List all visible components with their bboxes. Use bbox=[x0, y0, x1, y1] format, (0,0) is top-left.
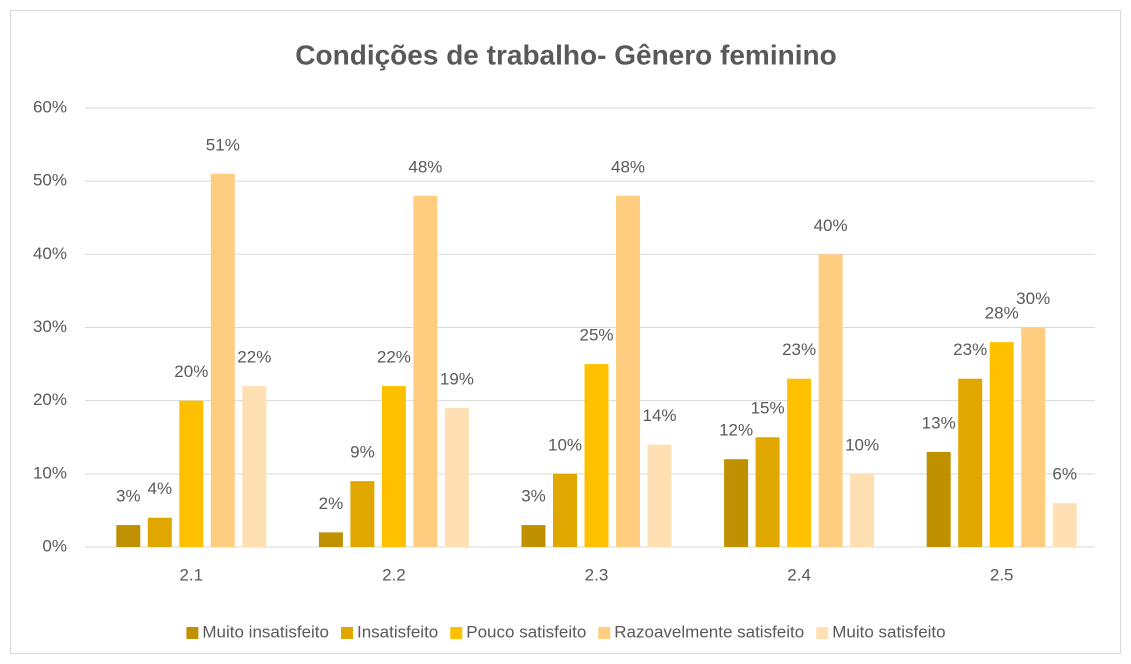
value-label: 23% bbox=[782, 340, 816, 359]
value-label: 4% bbox=[148, 479, 173, 498]
value-label: 13% bbox=[922, 413, 956, 432]
bar bbox=[318, 532, 343, 547]
bar bbox=[724, 459, 749, 547]
value-label: 15% bbox=[751, 399, 785, 418]
bar bbox=[444, 407, 469, 547]
value-label: 51% bbox=[206, 135, 240, 154]
bar bbox=[1021, 327, 1046, 547]
y-tick-label: 10% bbox=[33, 463, 67, 482]
legend-swatch bbox=[816, 627, 829, 639]
value-label: 9% bbox=[350, 443, 375, 462]
bar bbox=[818, 254, 843, 548]
bar bbox=[755, 437, 780, 547]
value-label: 6% bbox=[1052, 465, 1077, 484]
value-label: 48% bbox=[408, 157, 442, 176]
legend-label: Muito satisfeito bbox=[832, 622, 945, 641]
value-label: 3% bbox=[116, 487, 141, 506]
value-label: 28% bbox=[985, 304, 1019, 323]
bar bbox=[1052, 503, 1077, 547]
y-tick-label: 50% bbox=[33, 171, 67, 190]
value-label: 22% bbox=[377, 348, 411, 367]
y-tick-label: 60% bbox=[33, 97, 67, 116]
chart-border bbox=[10, 10, 1121, 654]
bar bbox=[584, 364, 609, 547]
bar bbox=[647, 444, 672, 547]
legend-label: Razoavelmente satisfeito bbox=[614, 622, 804, 641]
value-label: 2% bbox=[319, 494, 344, 513]
bar bbox=[616, 195, 640, 548]
y-tick-label: 30% bbox=[33, 317, 67, 336]
value-label: 25% bbox=[579, 326, 613, 345]
bar bbox=[350, 481, 375, 547]
bar bbox=[989, 342, 1014, 547]
value-label: 48% bbox=[611, 157, 645, 176]
chart-title: Condições de trabalho- Gênero feminino bbox=[295, 39, 836, 70]
legend-swatch bbox=[598, 627, 611, 639]
legend-label: Pouco satisfeito bbox=[466, 622, 586, 641]
x-tick-label: 2.4 bbox=[787, 565, 811, 584]
value-label: 14% bbox=[642, 406, 676, 425]
bar bbox=[926, 451, 951, 547]
bar bbox=[381, 386, 406, 547]
x-tick-label: 2.2 bbox=[382, 565, 406, 584]
value-label: 10% bbox=[845, 435, 879, 454]
value-label: 40% bbox=[814, 216, 848, 235]
legend-label: Muito insatisfeito bbox=[202, 622, 329, 641]
value-label: 23% bbox=[953, 340, 987, 359]
y-tick-label: 0% bbox=[42, 536, 67, 555]
x-tick-label: 2.5 bbox=[990, 565, 1014, 584]
bar bbox=[116, 525, 141, 547]
bar bbox=[958, 378, 983, 547]
bar bbox=[242, 386, 267, 547]
legend-swatch bbox=[186, 627, 199, 639]
legend-swatch bbox=[341, 627, 354, 639]
x-tick-label: 2.1 bbox=[179, 565, 203, 584]
bar bbox=[787, 378, 812, 547]
value-label: 3% bbox=[521, 487, 546, 506]
bar bbox=[850, 473, 875, 547]
value-label: 20% bbox=[174, 362, 208, 381]
bar bbox=[553, 473, 577, 547]
value-label: 30% bbox=[1016, 289, 1050, 308]
bar bbox=[179, 400, 204, 547]
y-tick-label: 20% bbox=[33, 390, 67, 409]
value-label: 10% bbox=[548, 435, 582, 454]
bar bbox=[413, 195, 438, 548]
value-label: 12% bbox=[719, 421, 753, 440]
legend-label: Insatisfeito bbox=[357, 622, 438, 641]
value-label: 19% bbox=[440, 369, 474, 388]
y-tick-label: 40% bbox=[33, 244, 67, 263]
value-label: 22% bbox=[237, 348, 271, 367]
legend-swatch bbox=[450, 627, 463, 639]
bar bbox=[521, 525, 546, 547]
x-tick-label: 2.3 bbox=[585, 565, 609, 584]
bar bbox=[147, 517, 172, 547]
bar bbox=[210, 173, 235, 547]
